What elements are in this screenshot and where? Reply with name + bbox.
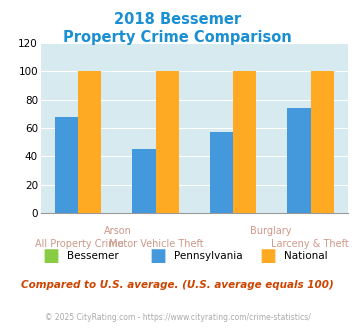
Text: Motor Vehicle Theft: Motor Vehicle Theft bbox=[109, 239, 203, 249]
Text: All Property Crime: All Property Crime bbox=[35, 239, 124, 249]
Bar bbox=[155, 71, 179, 213]
Text: ■: ■ bbox=[149, 247, 166, 265]
Text: Pennsylvania: Pennsylvania bbox=[174, 251, 242, 261]
Text: Arson: Arson bbox=[104, 226, 132, 236]
Text: © 2025 CityRating.com - https://www.cityrating.com/crime-statistics/: © 2025 CityRating.com - https://www.city… bbox=[45, 313, 310, 322]
Bar bbox=[311, 71, 334, 213]
Bar bbox=[210, 132, 233, 213]
Text: Property Crime Comparison: Property Crime Comparison bbox=[63, 30, 292, 45]
Bar bbox=[132, 149, 155, 213]
Text: Larceny & Theft: Larceny & Theft bbox=[271, 239, 348, 249]
Text: ■: ■ bbox=[43, 247, 60, 265]
Text: Compared to U.S. average. (U.S. average equals 100): Compared to U.S. average. (U.S. average … bbox=[21, 280, 334, 290]
Bar bbox=[233, 71, 256, 213]
Text: Bessemer: Bessemer bbox=[67, 251, 119, 261]
Bar bbox=[55, 116, 78, 213]
Text: ■: ■ bbox=[259, 247, 276, 265]
Bar bbox=[288, 108, 311, 213]
Text: 2018 Bessemer: 2018 Bessemer bbox=[114, 12, 241, 26]
Text: National: National bbox=[284, 251, 328, 261]
Bar bbox=[78, 71, 101, 213]
Text: Burglary: Burglary bbox=[250, 226, 292, 236]
